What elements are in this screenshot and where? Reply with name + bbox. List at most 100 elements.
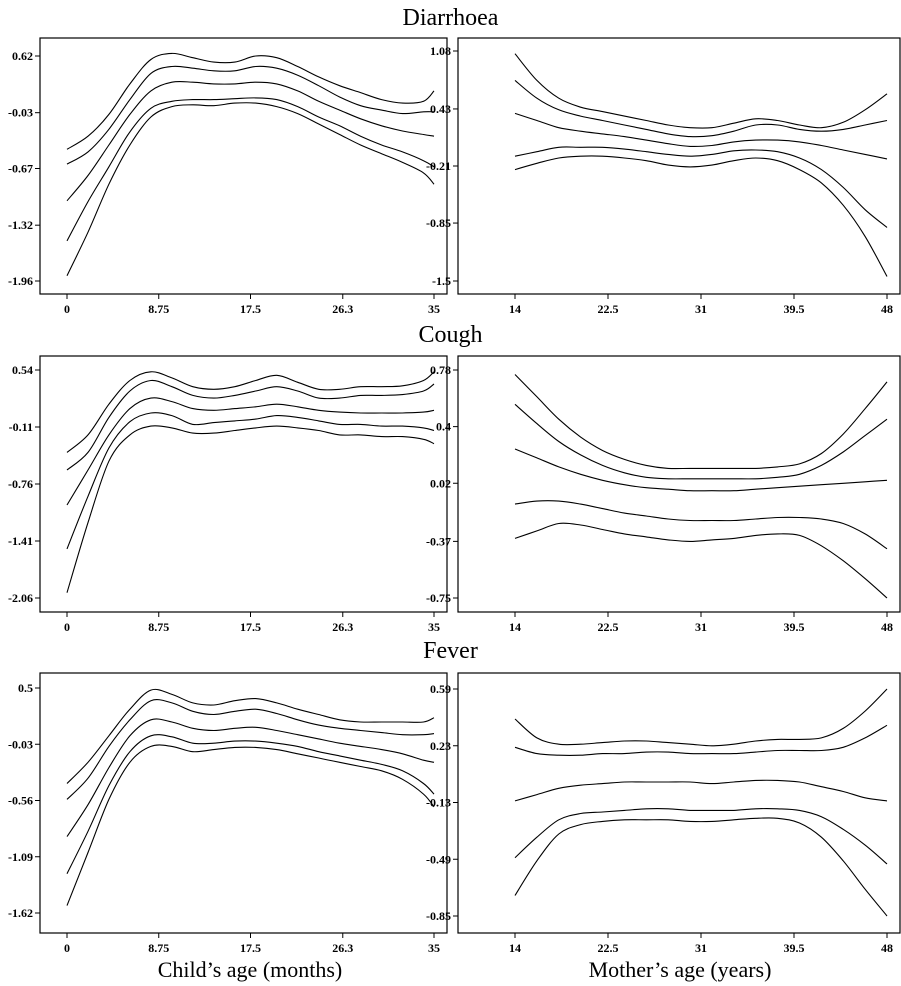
diarrhoea-child-curve-lower-outer xyxy=(66,102,435,277)
cough-child-x-tick-label: 17.5 xyxy=(240,620,261,634)
fever-child-x-tick-label: 0 xyxy=(64,941,70,955)
cough-mother-curve-estimate xyxy=(514,448,888,492)
fever-mother-x-tick-label: 48 xyxy=(881,941,893,955)
fever-child-curve-estimate xyxy=(66,718,435,837)
fever-mother-x-tick-label: 39.5 xyxy=(784,941,805,955)
diarrhoea-child-plot-frame xyxy=(39,37,448,295)
fever-mother-y-tick-label: 0.59 xyxy=(430,682,451,696)
fever-child-curve-upper-inner xyxy=(66,699,435,800)
cough-mother-x-tick-label: 48 xyxy=(881,620,893,634)
diarrhoea-child-y-tick-label: -1.96 xyxy=(8,274,33,288)
cough-mother-x-tick-label: 39.5 xyxy=(784,620,805,634)
diarrhoea-mother-y-tick-label: -1.5 xyxy=(432,274,451,288)
fever-mother-y-tick-label: -0.85 xyxy=(426,909,451,923)
diarrhoea-child-x-tick-label: 17.5 xyxy=(240,302,261,316)
fever-child-y-tick-label: -1.09 xyxy=(8,850,33,864)
row-title-cough: Cough xyxy=(418,322,483,348)
cough-mother-y-tick-label: 0.4 xyxy=(436,420,451,434)
cough-mother-x-tick-label: 31 xyxy=(695,620,707,634)
row-title-fever: Fever xyxy=(423,638,478,664)
diarrhoea-mother-curve-estimate xyxy=(514,112,888,160)
cough-mother-plot-frame xyxy=(457,355,901,613)
diarrhoea-mother-curve-lower-outer xyxy=(514,155,888,277)
cough-child-x-tick-label: 35 xyxy=(428,620,440,634)
diarrhoea-mother-x-tick-label: 22.5 xyxy=(598,302,619,316)
fever-child-x-tick-label: 17.5 xyxy=(240,941,261,955)
fever-child-y-tick-label: -0.03 xyxy=(8,737,33,751)
diarrhoea-mother-y-tick-label: 0.43 xyxy=(430,102,451,116)
x-axis-title-child-age: Child’s age (months) xyxy=(157,957,343,982)
cough-child-curve-lower-outer xyxy=(66,425,435,593)
fever-child-x-tick-label: 8.75 xyxy=(148,941,169,955)
diarrhoea-mother-y-tick-label: 1.08 xyxy=(430,44,451,58)
cough-mother-y-tick-label: -0.75 xyxy=(426,591,451,605)
diarrhoea-child-y-tick-label: -1.32 xyxy=(8,218,33,232)
fever-mother-curve-upper-inner xyxy=(514,724,888,756)
diarrhoea-mother-x-tick-label: 48 xyxy=(881,302,893,316)
cough-child-y-tick-label: -0.76 xyxy=(8,477,33,491)
diarrhoea-child-x-tick-label: 26.3 xyxy=(332,302,353,316)
diarrhoea-mother-y-tick-label: -0.21 xyxy=(426,159,451,173)
diarrhoea-child-curve-estimate xyxy=(66,80,435,202)
cough-child-y-tick-label: -1.41 xyxy=(8,534,33,548)
fever-child-x-tick-label: 35 xyxy=(428,941,440,955)
fever-mother-x-tick-label: 22.5 xyxy=(598,941,619,955)
diarrhoea-child-curve-upper-outer xyxy=(66,52,435,150)
fever-child-y-tick-label: 0.5 xyxy=(18,681,33,695)
cough-child-y-tick-label: -2.06 xyxy=(8,591,33,605)
fever-child-x-tick-label: 26.3 xyxy=(332,941,353,955)
diarrhoea-child-y-tick-label: -0.67 xyxy=(8,162,33,176)
diarrhoea-child-x-tick-label: 8.75 xyxy=(148,302,169,316)
fever-child-curve-lower-inner xyxy=(66,734,435,874)
diarrhoea-child-y-tick-label: -0.03 xyxy=(8,106,33,120)
cough-mother-curve-upper-outer xyxy=(514,374,888,470)
cough-mother-curve-lower-outer xyxy=(514,522,888,599)
cough-mother-y-tick-label: -0.37 xyxy=(426,534,451,548)
fever-mother-y-tick-label: -0.13 xyxy=(426,796,451,810)
diarrhoea-child-y-tick-label: 0.62 xyxy=(12,49,33,63)
fever-mother-curve-lower-outer xyxy=(514,817,888,917)
cough-child-x-tick-label: 0 xyxy=(64,620,70,634)
cough-child-x-tick-label: 8.75 xyxy=(148,620,169,634)
fever-mother-curve-upper-outer xyxy=(514,688,888,747)
x-axis-title-mother-age: Mother’s age (years) xyxy=(588,957,772,982)
cough-child-curve-estimate xyxy=(66,397,435,506)
fever-child-y-tick-label: -1.62 xyxy=(8,906,33,920)
fever-child-curve-upper-outer xyxy=(66,688,435,784)
row-title-diarrhoea: Diarrhoea xyxy=(402,5,499,31)
cough-mother-curve-upper-inner xyxy=(514,403,888,480)
diarrhoea-mother-x-tick-label: 14 xyxy=(509,302,521,316)
cough-mother-x-tick-label: 22.5 xyxy=(598,620,619,634)
cough-mother-y-tick-label: 0.02 xyxy=(430,476,451,490)
fever-child-curve-lower-outer xyxy=(66,744,435,906)
fever-child-y-tick-label: -0.56 xyxy=(8,794,33,808)
diarrhoea-child-x-tick-label: 35 xyxy=(428,302,440,316)
diarrhoea-mother-x-tick-label: 31 xyxy=(695,302,707,316)
cough-child-y-tick-label: 0.54 xyxy=(12,363,33,377)
cough-mother-y-tick-label: 0.78 xyxy=(430,363,451,377)
diarrhoea-mother-curve-upper-inner xyxy=(514,79,888,138)
diarrhoea-mother-curve-upper-outer xyxy=(514,53,888,129)
diarrhoea-mother-x-tick-label: 39.5 xyxy=(784,302,805,316)
cough-child-curve-upper-inner xyxy=(66,379,435,471)
cough-child-curve-lower-inner xyxy=(66,412,435,550)
fever-mother-curve-lower-inner xyxy=(514,808,888,865)
cough-child-y-tick-label: -0.11 xyxy=(9,420,33,434)
fever-mother-x-tick-label: 14 xyxy=(509,941,521,955)
diarrhoea-child-curve-upper-inner xyxy=(66,65,435,165)
diarrhoea-child-curve-lower-inner xyxy=(66,97,435,242)
fever-mother-x-tick-label: 31 xyxy=(695,941,707,955)
fever-mother-y-tick-label: -0.49 xyxy=(426,852,451,866)
fever-mother-plot-frame xyxy=(457,672,901,934)
cough-mother-curve-lower-inner xyxy=(514,500,888,550)
fever-child-plot-frame xyxy=(39,672,448,934)
cough-child-curve-upper-outer xyxy=(66,371,435,453)
diarrhoea-mother-y-tick-label: -0.85 xyxy=(426,216,451,230)
